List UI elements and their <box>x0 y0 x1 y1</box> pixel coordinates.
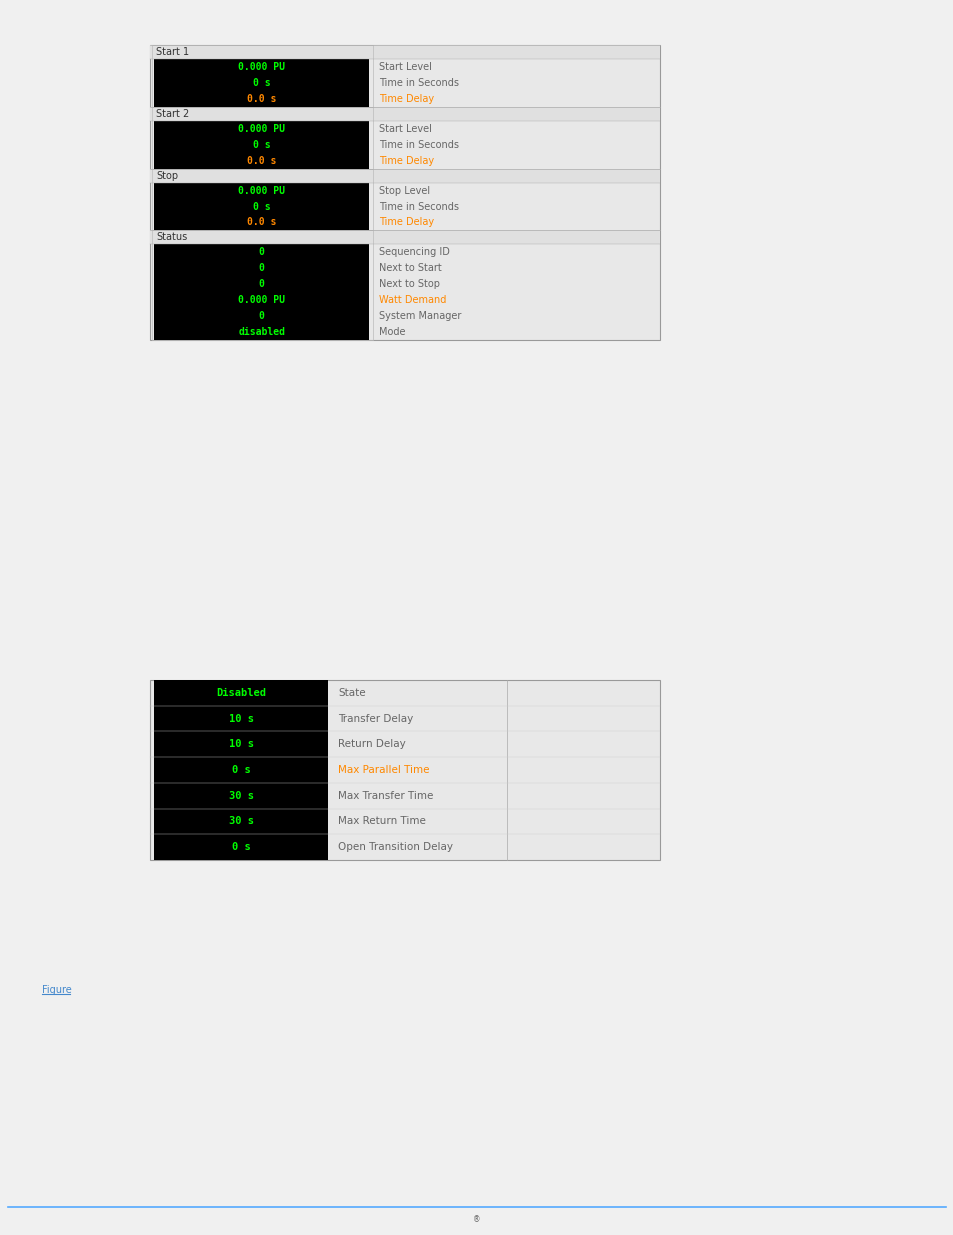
Text: Start Level: Start Level <box>379 124 432 133</box>
Bar <box>150 231 659 245</box>
Text: 10 s: 10 s <box>229 714 253 724</box>
Bar <box>153 680 328 860</box>
Text: Time in Seconds: Time in Seconds <box>379 140 458 149</box>
Text: Status: Status <box>156 232 187 242</box>
Text: Time Delay: Time Delay <box>379 156 434 165</box>
Bar <box>152 44 373 106</box>
Bar <box>153 183 369 231</box>
Text: Return Delay: Return Delay <box>338 740 406 750</box>
Bar <box>152 231 373 340</box>
Bar <box>150 680 659 860</box>
Text: 0 s: 0 s <box>253 201 271 211</box>
Text: Max Transfer Time: Max Transfer Time <box>338 790 434 800</box>
Bar <box>150 106 659 121</box>
Text: Open Transition Delay: Open Transition Delay <box>338 842 453 852</box>
Text: System Manager: System Manager <box>379 311 461 321</box>
Bar <box>152 106 373 169</box>
Text: 0.0 s: 0.0 s <box>247 217 276 227</box>
Text: ®: ® <box>473 1215 480 1224</box>
Text: 0 s: 0 s <box>253 140 271 149</box>
Text: Transfer Delay: Transfer Delay <box>338 714 414 724</box>
Text: 0: 0 <box>258 311 264 321</box>
Text: Max Return Time: Max Return Time <box>338 816 426 826</box>
Text: Max Parallel Time: Max Parallel Time <box>338 764 430 776</box>
Bar <box>150 169 659 183</box>
Bar <box>153 59 369 106</box>
Text: 0: 0 <box>258 279 264 289</box>
Bar <box>153 245 369 340</box>
Text: Mode: Mode <box>379 327 405 337</box>
Text: Time Delay: Time Delay <box>379 94 434 104</box>
Text: Figure: Figure <box>42 986 71 995</box>
Text: disabled: disabled <box>238 327 285 337</box>
Text: State: State <box>338 688 366 698</box>
Text: 0.000 PU: 0.000 PU <box>238 124 285 133</box>
Text: Watt Demand: Watt Demand <box>379 295 446 305</box>
Text: Start 1: Start 1 <box>156 47 189 57</box>
Text: Start Level: Start Level <box>379 62 432 72</box>
Text: 0.000 PU: 0.000 PU <box>238 295 285 305</box>
Text: 30 s: 30 s <box>229 816 253 826</box>
Text: 0 s: 0 s <box>232 842 251 852</box>
Text: Time in Seconds: Time in Seconds <box>379 78 458 88</box>
Text: 30 s: 30 s <box>229 790 253 800</box>
Text: Sequencing ID: Sequencing ID <box>379 247 450 257</box>
Text: 0: 0 <box>258 263 264 273</box>
Text: Next to Start: Next to Start <box>379 263 441 273</box>
Text: Stop: Stop <box>156 170 178 180</box>
Text: Time in Seconds: Time in Seconds <box>379 201 458 211</box>
Text: 0 s: 0 s <box>232 764 251 776</box>
Bar <box>150 44 659 340</box>
Text: 10 s: 10 s <box>229 740 253 750</box>
Text: 0.000 PU: 0.000 PU <box>238 62 285 72</box>
Text: Stop Level: Stop Level <box>379 185 430 195</box>
Text: 0.0 s: 0.0 s <box>247 156 276 165</box>
Bar <box>152 169 373 231</box>
Text: 0: 0 <box>258 247 264 257</box>
Text: Next to Stop: Next to Stop <box>379 279 440 289</box>
Bar <box>153 121 369 169</box>
Text: Start 2: Start 2 <box>156 109 189 119</box>
Text: 0.0 s: 0.0 s <box>247 94 276 104</box>
Text: Disabled: Disabled <box>216 688 266 698</box>
Bar <box>150 44 659 59</box>
Text: Time Delay: Time Delay <box>379 217 434 227</box>
Text: 0.000 PU: 0.000 PU <box>238 185 285 195</box>
Text: 0 s: 0 s <box>253 78 271 88</box>
